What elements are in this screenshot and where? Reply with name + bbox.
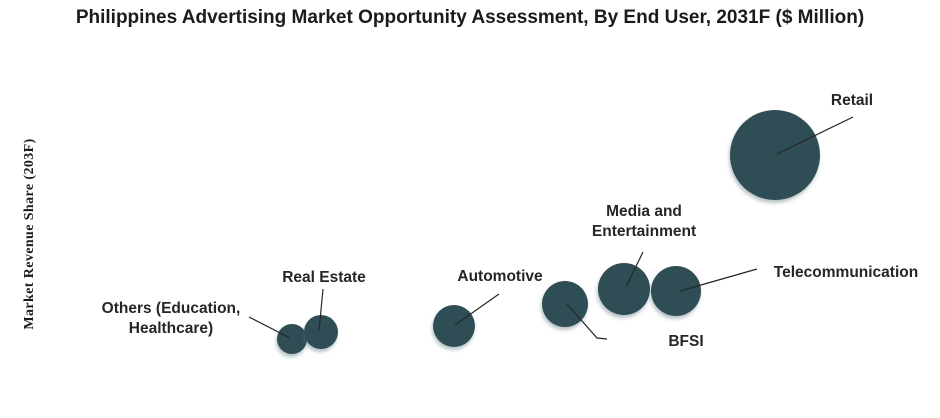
- leader-line-bfsi: [566, 303, 608, 340]
- chart-title: Philippines Advertising Market Opportuni…: [75, 7, 865, 28]
- leader-line-real-estate: [318, 288, 324, 332]
- bubble-real-estate: [304, 315, 338, 349]
- bubble-media-and-entertainment: [598, 263, 650, 315]
- leader-line-others-education-healthcare: [248, 316, 291, 339]
- leader-line-retail: [776, 116, 854, 155]
- bubble-others-education-healthcare: [277, 324, 307, 354]
- leader-line-automotive: [454, 293, 500, 326]
- bubble-automotive: [433, 305, 475, 347]
- bubble-retail: [730, 110, 820, 200]
- leader-line-telecommunication: [679, 268, 758, 292]
- leader-line-media-and-entertainment: [625, 251, 644, 288]
- bubble-telecommunication: [651, 266, 701, 316]
